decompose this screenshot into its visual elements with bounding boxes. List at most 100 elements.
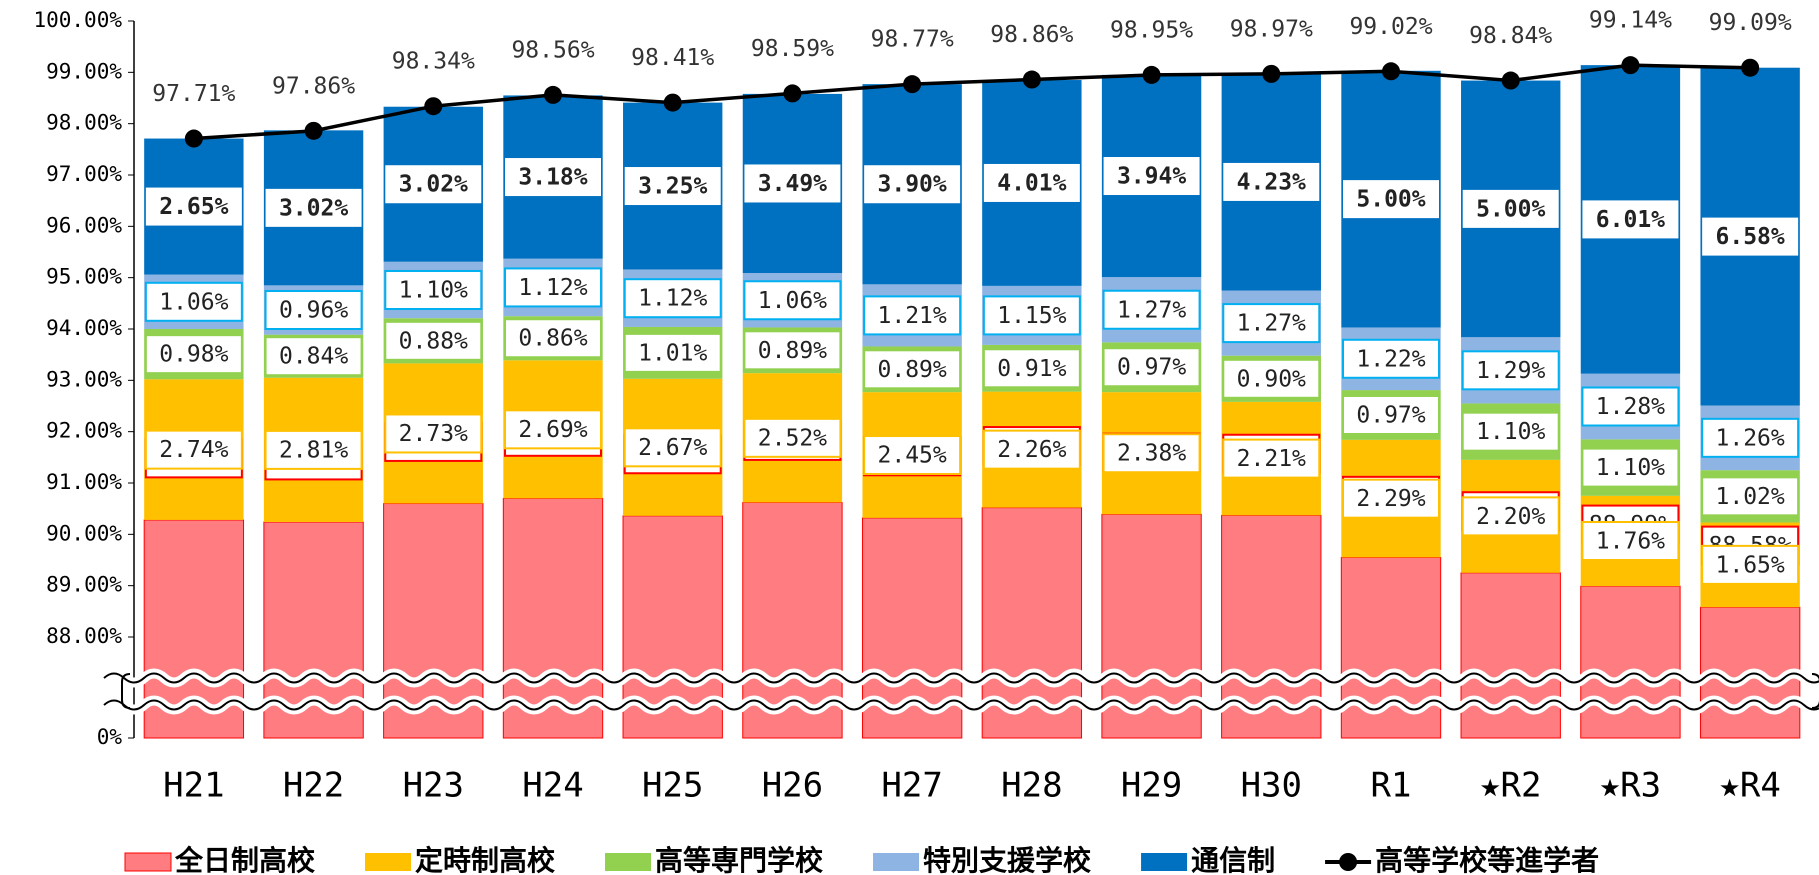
data-label: 1.06% — [159, 289, 228, 315]
data-label: 1.01% — [638, 340, 707, 366]
y-tick-label: 88.00% — [46, 624, 122, 648]
legend-label: 通信制 — [1191, 844, 1275, 875]
data-label: 0.97% — [1356, 402, 1425, 428]
data-label-box — [1343, 180, 1439, 219]
data-label: 1.10% — [1596, 455, 1665, 481]
line-point — [1621, 56, 1640, 75]
data-label: 0.86% — [518, 326, 587, 352]
data-label: 0.96% — [279, 298, 348, 324]
legend-label: 高等学校等進学者 — [1375, 844, 1599, 875]
x-tick-label: ★R3 — [1600, 766, 1661, 806]
legend-label: 特別支援学校 — [923, 844, 1092, 875]
data-label-box — [1102, 347, 1201, 388]
legend-swatch — [124, 852, 172, 872]
data-label-box — [983, 163, 1080, 202]
axis-break — [103, 672, 1819, 684]
line-label: 97.86% — [272, 73, 355, 99]
data-label: 1.06% — [758, 288, 827, 314]
legend-swatch — [873, 853, 920, 871]
data-label: 3.90% — [878, 172, 947, 198]
y-tick-label: 93.00% — [46, 367, 122, 391]
data-label: 0.89% — [878, 357, 947, 383]
line-point — [184, 129, 203, 148]
x-tick-label: R1 — [1371, 766, 1412, 806]
data-label: 5.00% — [1476, 196, 1545, 222]
line-label: 98.86% — [990, 22, 1073, 48]
x-tick-label: H22 — [283, 766, 344, 806]
line — [193, 63, 1751, 141]
data-label: 0.91% — [997, 356, 1066, 382]
data-label: 1.22% — [1356, 346, 1425, 372]
data-label: 1.02% — [1716, 484, 1785, 510]
data-label: 2.52% — [758, 425, 827, 451]
line-label: 98.84% — [1469, 23, 1552, 49]
data-label-box — [504, 409, 602, 450]
data-label: 0.89% — [758, 338, 827, 364]
data-label: 1.10% — [1476, 419, 1545, 445]
line-label: 99.02% — [1349, 14, 1432, 40]
legend-swatch — [1339, 853, 1358, 871]
data-label-box — [1701, 544, 1800, 585]
line-point — [1501, 71, 1520, 90]
data-label: 2.81% — [279, 437, 348, 463]
data-label-box — [1103, 157, 1200, 196]
data-label-box — [1461, 350, 1560, 391]
x-tick-label: H23 — [403, 766, 464, 806]
data-label: 3.18% — [518, 165, 587, 191]
y-tick-label: 92.00% — [46, 419, 122, 443]
y-tick-label: 96.00% — [46, 213, 122, 237]
data-label-box — [504, 318, 602, 359]
data-label-box — [623, 427, 722, 468]
data-label: 0.97% — [1117, 355, 1186, 381]
data-label: 1.28% — [1596, 394, 1665, 420]
data-label: 2.69% — [518, 417, 587, 443]
line-label: 98.59% — [751, 36, 834, 62]
data-label-box — [384, 269, 483, 310]
data-label-box — [863, 349, 962, 390]
data-label-box — [264, 429, 363, 470]
data-label-box — [982, 429, 1081, 470]
y-tick-label: 0% — [97, 725, 123, 749]
data-label: 3.25% — [638, 174, 707, 200]
data-label-box — [384, 320, 483, 361]
data-label: 1.12% — [638, 286, 707, 312]
legend-swatch — [365, 853, 412, 871]
data-label-box — [385, 165, 482, 204]
data-label: 2.29% — [1356, 486, 1425, 512]
data-label: 0.90% — [1237, 366, 1306, 392]
data-label: 3.02% — [279, 195, 348, 221]
data-label-box — [1342, 478, 1440, 519]
data-label-box — [504, 267, 602, 308]
data-label: 2.74% — [159, 437, 228, 463]
data-label-box — [264, 290, 363, 331]
data-label: 3.94% — [1117, 164, 1186, 190]
line-label: 98.77% — [871, 27, 954, 53]
y-tick-label: 94.00% — [46, 316, 122, 340]
data-label-box — [264, 336, 363, 377]
line-point — [424, 97, 443, 116]
axis-break — [121, 673, 131, 709]
data-label-box — [505, 158, 601, 197]
data-label-box — [1222, 438, 1321, 479]
line-point — [1142, 65, 1161, 84]
y-tick-label: 98.00% — [46, 111, 122, 135]
data-label: 6.58% — [1716, 224, 1785, 250]
data-label-box — [1581, 386, 1680, 427]
data-label: 5.00% — [1356, 187, 1425, 213]
x-tick-label: H25 — [642, 766, 703, 806]
data-label: 2.67% — [638, 435, 707, 461]
x-tick-label: ★R2 — [1480, 766, 1541, 806]
y-tick-label: 95.00% — [46, 265, 122, 289]
data-label-box — [265, 188, 362, 227]
data-label: 0.84% — [279, 344, 348, 370]
data-label-box — [863, 295, 962, 336]
data-label: 2.45% — [878, 443, 947, 469]
data-label-box — [1342, 394, 1440, 435]
data-label: 3.49% — [758, 171, 827, 197]
data-label-box — [864, 165, 961, 204]
data-label: 2.21% — [1237, 446, 1306, 472]
data-label-box — [623, 278, 722, 319]
line-label: 98.56% — [511, 37, 594, 63]
line-point — [304, 121, 323, 140]
line-label: 97.71% — [152, 81, 235, 107]
